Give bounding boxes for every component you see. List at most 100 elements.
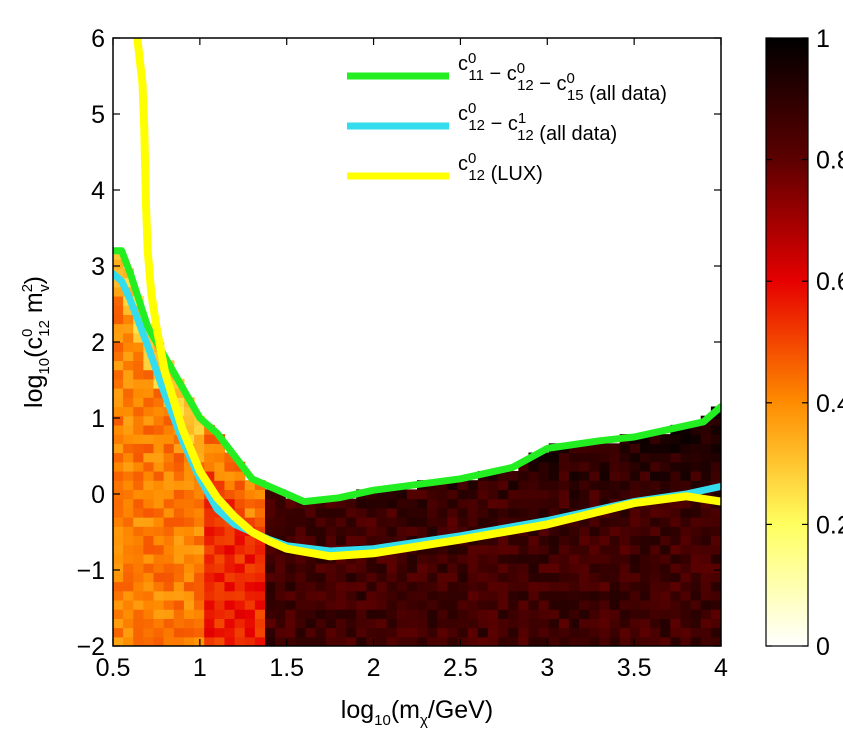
heatmap-cell xyxy=(183,544,195,555)
heatmap-cell xyxy=(153,636,165,646)
heatmap-cell xyxy=(639,609,651,619)
heatmap-cell xyxy=(295,609,307,619)
heatmap-cell xyxy=(234,636,246,646)
heatmap-cell xyxy=(123,443,134,454)
heatmap-cell xyxy=(508,618,519,629)
heatmap-cell xyxy=(183,535,195,546)
y-label-log: log xyxy=(20,375,48,408)
heatmap-cell xyxy=(417,517,428,527)
heatmap-cell xyxy=(194,581,205,592)
heatmap-cell xyxy=(315,507,327,518)
heatmap-cell xyxy=(163,553,175,564)
heatmap-cell xyxy=(710,627,721,638)
heatmap-cell xyxy=(244,581,256,592)
heatmap-cell xyxy=(670,618,682,629)
heatmap-cell xyxy=(295,590,307,601)
legend-label-3: c0 12 (LUX) xyxy=(458,150,543,185)
heatmap-cell xyxy=(467,609,479,619)
heatmap-cell xyxy=(285,572,296,583)
heatmap-cell xyxy=(467,636,479,646)
heatmap-cell xyxy=(599,572,611,583)
heatmap-cell xyxy=(346,507,357,518)
heatmap-cell xyxy=(173,627,185,638)
heatmap-cell xyxy=(538,480,550,490)
heatmap-cell xyxy=(295,535,307,546)
heatmap-cell xyxy=(123,314,134,325)
heatmap-cell xyxy=(295,563,307,573)
heatmap-cell xyxy=(335,535,347,546)
heatmap-cell xyxy=(123,470,134,481)
heatmap-cell xyxy=(650,563,661,573)
heatmap-cell xyxy=(518,599,530,610)
heatmap-cell xyxy=(599,461,611,472)
heatmap-cell xyxy=(700,572,712,583)
heatmap xyxy=(113,249,721,646)
heatmap-cell xyxy=(690,535,702,546)
heatmap-cell xyxy=(214,636,226,646)
heatmap-cell xyxy=(629,452,641,463)
heatmap-cell xyxy=(660,627,671,638)
heatmap-cell xyxy=(487,590,499,601)
heatmap-cell xyxy=(639,461,651,472)
heatmap-cell xyxy=(437,636,448,646)
heatmap-cell xyxy=(163,424,175,435)
heatmap-cell xyxy=(417,581,428,592)
heatmap-cell xyxy=(183,526,195,537)
heatmap-cell xyxy=(244,489,256,500)
heatmap-cell xyxy=(437,489,448,500)
heatmap-cell xyxy=(437,553,448,564)
heatmap-cell xyxy=(498,563,509,573)
heatmap-cell xyxy=(113,424,124,435)
heatmap-cell xyxy=(680,424,692,435)
heatmap-cell xyxy=(183,618,195,629)
heatmap-cell xyxy=(629,489,641,500)
heatmap-cell xyxy=(173,535,185,546)
heatmap-cell xyxy=(183,636,195,646)
heatmap-cell xyxy=(579,480,590,490)
legend-text: − c xyxy=(484,63,517,85)
heatmap-cell xyxy=(487,535,499,546)
heatmap-cell xyxy=(295,553,307,564)
heatmap-cell xyxy=(437,581,448,592)
heatmap-cell xyxy=(457,480,469,490)
series-line-3 xyxy=(133,38,721,561)
heatmap-cell xyxy=(315,498,327,509)
heatmap-cell xyxy=(224,609,236,619)
heatmap-cell xyxy=(619,572,631,583)
heatmap-cell xyxy=(183,498,195,509)
heatmap-cell xyxy=(265,489,276,500)
heatmap-cell xyxy=(700,480,712,490)
heatmap-cell xyxy=(113,342,124,352)
heatmap-cell xyxy=(113,443,124,454)
heatmap-cell xyxy=(609,544,621,555)
heatmap-cell xyxy=(650,535,661,546)
heatmap-cell xyxy=(569,498,580,509)
heatmap-cell xyxy=(224,526,236,537)
heatmap-cell xyxy=(437,572,448,583)
heatmap-cell xyxy=(477,572,489,583)
heatmap-cell xyxy=(508,480,519,490)
heatmap-cell xyxy=(487,544,499,555)
heatmap-cell xyxy=(183,489,195,500)
heatmap-cell xyxy=(305,572,317,583)
legend-label-2: c0 12 − c1 12 (all data) xyxy=(458,100,617,145)
heatmap-cell xyxy=(477,489,489,500)
heatmap-cell xyxy=(670,599,682,610)
heatmap-cell xyxy=(386,535,398,546)
heatmap-cell xyxy=(163,443,175,454)
heatmap-cell xyxy=(265,517,276,527)
heatmap-cell xyxy=(579,535,590,546)
heatmap-cell xyxy=(366,526,378,537)
y-label-m: m xyxy=(20,292,48,320)
heatmap-cell xyxy=(214,609,226,619)
heatmap-cell xyxy=(123,424,134,435)
heatmap-cell xyxy=(143,434,155,444)
heatmap-cell xyxy=(599,609,611,619)
heatmap-cell xyxy=(437,517,448,527)
heatmap-cell xyxy=(265,599,276,610)
heatmap-cell xyxy=(325,590,337,601)
heatmap-cell xyxy=(548,480,560,490)
heatmap-cell xyxy=(396,581,408,592)
heatmap-cell xyxy=(254,544,266,555)
heatmap-cell xyxy=(254,618,266,629)
